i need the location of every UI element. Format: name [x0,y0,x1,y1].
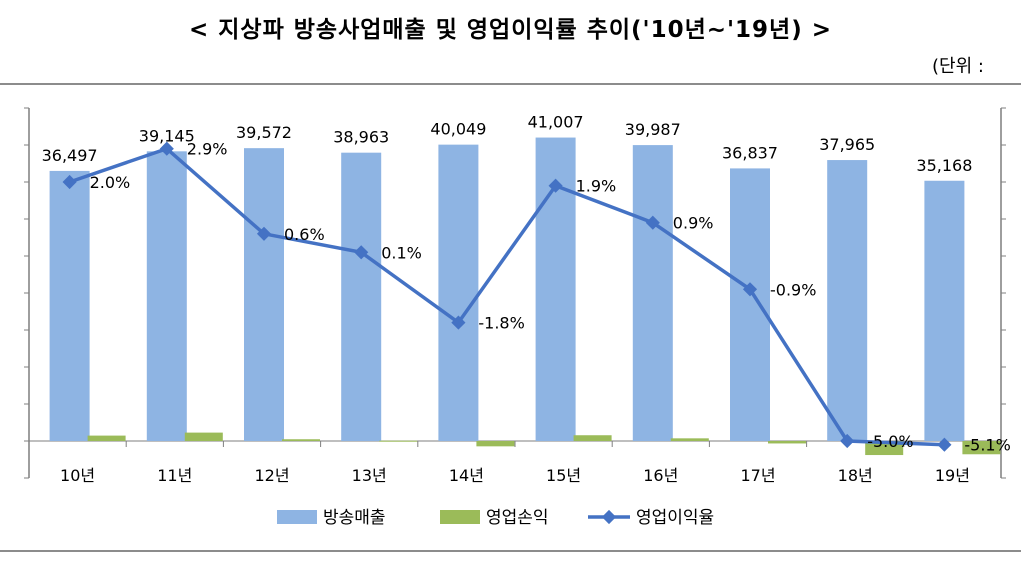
legend-swatch [277,510,317,524]
bar-operating-profit [573,435,612,441]
x-tick-label: 10년 [60,466,95,485]
data-label-operating-margin: -0.9% [770,280,816,299]
legend-swatch [440,510,480,524]
x-tick-label: 15년 [546,466,581,485]
bar-operating-profit [184,432,223,441]
bar-operating-profit [476,441,515,447]
chart-title: < 지상파 방송사업매출 및 영업이익률 추이('10년~'19년) > [188,17,833,43]
data-label-operating-margin: -5.0% [867,432,913,451]
bar-sales [827,160,868,441]
x-tick-label: 18년 [838,466,873,485]
data-label-sales: 37,965 [819,135,875,154]
x-tick-label: 14년 [449,466,484,485]
bar-sales [146,151,187,441]
unit-label: (단위 : [932,56,984,77]
bar-sales [49,170,90,442]
bar-sales [341,152,382,441]
data-label-sales: 35,168 [916,156,972,175]
legend-label: 방송매출 [323,508,386,528]
data-label-sales: 36,837 [722,143,778,162]
data-label-operating-margin: 0.6% [284,225,325,244]
data-label-operating-margin: -1.8% [478,314,524,333]
bar-operating-profit [87,435,126,441]
top-divider [0,83,1021,85]
data-label-sales: 39,987 [625,120,681,139]
marker-operating-margin [354,245,369,260]
x-tick-label: 12년 [254,466,289,485]
data-label-operating-margin: 1.9% [576,177,617,196]
line-operating-margin [69,146,945,447]
bar-sales [244,148,284,441]
legend-label: 영업이익율 [636,508,714,528]
x-tick-label: 19년 [935,466,970,485]
data-label-sales: 38,963 [333,128,389,147]
marker-operating-margin [742,282,758,297]
data-label-sales: 36,497 [42,146,98,165]
legend-marker [601,509,617,525]
bar-operating-profit [282,439,320,441]
data-label-sales: 41,007 [528,113,584,132]
marker-operating-margin [840,433,855,449]
bar-sales [730,168,770,442]
data-label-operating-margin: 0.9% [673,214,714,233]
data-label-operating-margin: 0.1% [381,243,422,262]
bottom-divider [0,550,1021,552]
bar-sales [924,180,965,441]
data-label-sales: 39,572 [236,123,292,142]
marker-operating-margin [451,315,466,330]
bar-operating-profit [768,441,806,444]
data-label-operating-margin: 2.0% [90,173,131,192]
bar-operating-profit [670,438,709,441]
marker-operating-margin [937,437,952,452]
marker-operating-margin [159,141,174,156]
marker-operating-margin [256,226,272,241]
x-tick-label: 16년 [643,466,678,485]
x-tick-label: 17년 [740,466,775,485]
bar-operating-profit [962,441,1001,455]
bar-sales [632,145,673,442]
data-label-sales: 39,145 [139,126,195,145]
marker-operating-margin [548,178,563,193]
data-label-sales: 40,049 [430,120,486,139]
bar-sales [438,144,479,442]
data-label-operating-margin: -5.1% [964,436,1010,455]
marker-operating-margin [645,215,660,230]
legend-label: 영업손익 [486,508,549,528]
data-label-operating-margin: 2.9% [187,140,228,159]
x-tick-label: 13년 [352,466,387,485]
bar-operating-profit [379,440,418,442]
x-tick-label: 11년 [157,466,192,485]
